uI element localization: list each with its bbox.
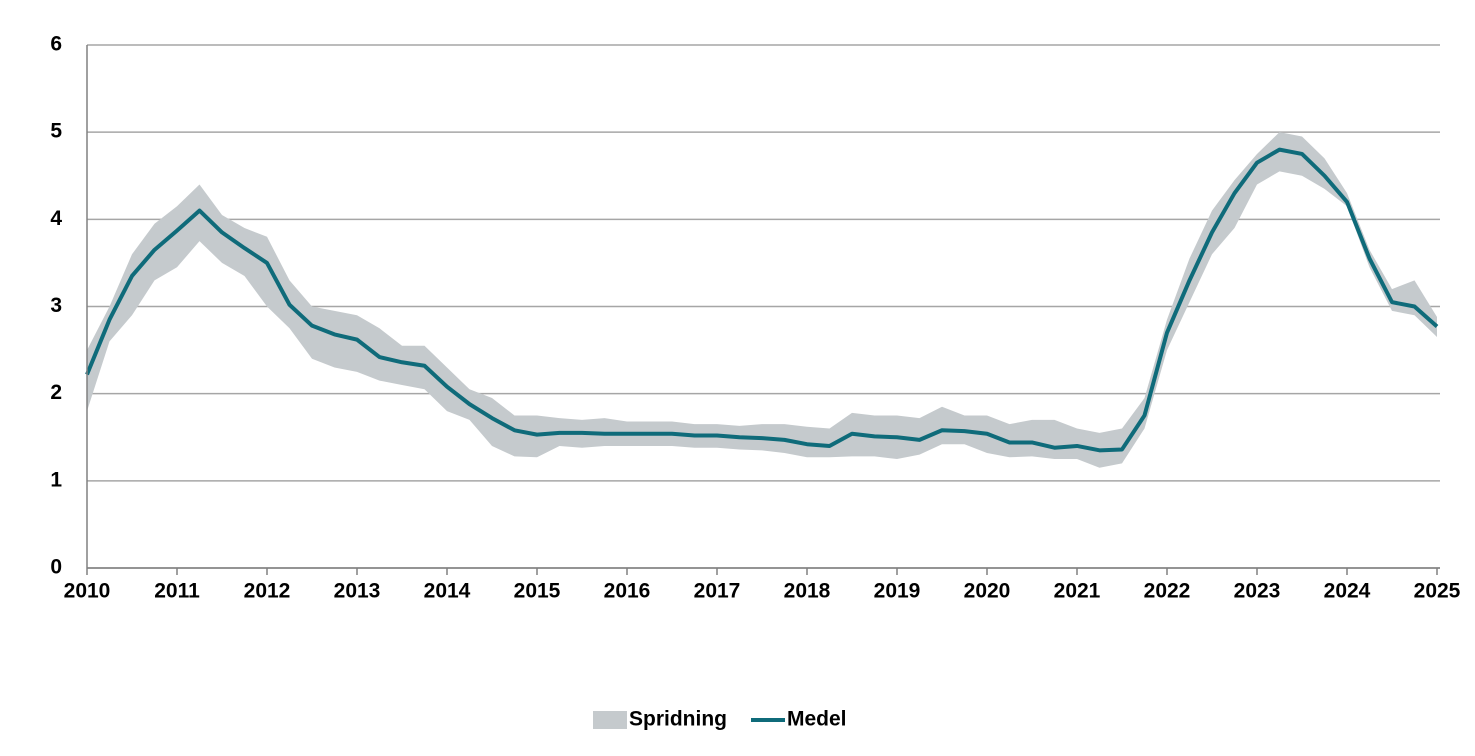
x-tick-label: 2024 [1324,580,1371,603]
y-tick-label: 0 [50,556,62,579]
x-tick-label: 2022 [1144,580,1191,603]
y-tick-label: 3 [50,294,62,317]
x-tick-label: 2023 [1234,580,1281,603]
x-tick-label: 2025 [1414,580,1461,603]
mean-line [85,147,1439,453]
legend-swatch [593,711,627,729]
y-tick-label: 5 [50,120,62,143]
x-tick-label: 2013 [334,580,381,603]
spread-band [87,132,1437,468]
y-tick-label: 1 [50,468,62,491]
x-tick-label: 2021 [1054,580,1101,603]
x-tick-label: 2020 [964,580,1011,603]
x-tick-label: 2010 [64,580,111,603]
legend-label: Spridning [629,708,727,731]
y-tick-label: 4 [50,207,62,230]
y-tick-label: 6 [50,33,62,56]
x-tick-label: 2017 [694,580,741,603]
x-tick-label: 2015 [514,580,561,603]
x-tick-label: 2016 [604,580,651,603]
x-tick-label: 2018 [784,580,831,603]
x-tick-label: 2019 [874,580,921,603]
y-tick-label: 2 [50,381,62,404]
x-tick-label: 2014 [424,580,471,603]
legend-label: Medel [787,708,847,731]
x-tick-label: 2012 [244,580,291,603]
x-tick-label: 2011 [154,580,200,603]
